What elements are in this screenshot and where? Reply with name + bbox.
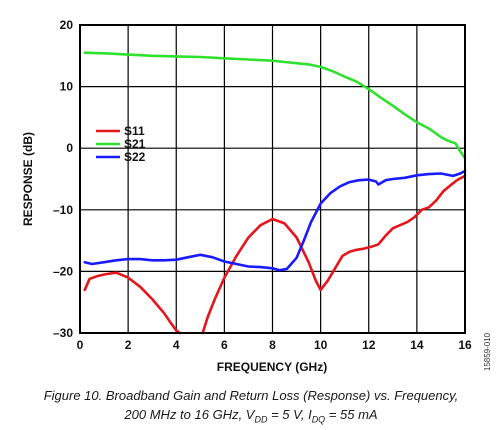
y-tick-label: –30 — [53, 326, 73, 340]
figure-caption-line2: 200 MHz to 16 GHz, VDD = 5 V, IDQ = 55 m… — [0, 405, 502, 430]
x-tick-label: 0 — [77, 338, 84, 352]
x-tick-label: 10 — [314, 338, 328, 352]
y-tick-label: 10 — [60, 80, 74, 94]
figure-caption-line1: Figure 10. Broadband Gain and Return Los… — [43, 388, 459, 403]
x-tick-label: 6 — [221, 338, 228, 352]
legend-label-s21: S21 — [124, 137, 146, 151]
y-axis-label: RESPONSE (dB) — [21, 132, 35, 226]
y-tick-label: 20 — [60, 18, 74, 32]
series-line-s22 — [83, 169, 467, 272]
series-line-s21 — [83, 51, 467, 160]
tick-labels: 0 2 4 6 8 10 12 14 16 –30 –20 –10 0 10 20 — [53, 18, 472, 352]
caption-sub-idq: DQ — [311, 414, 326, 425]
x-tick-label: 4 — [173, 338, 180, 352]
x-axis-label: FREQUENCY (GHz) — [217, 360, 327, 374]
caption-text-b: = 5 V, I — [267, 407, 312, 422]
series-layer — [83, 51, 467, 335]
caption-text-a: 200 MHz to 16 GHz, V — [124, 407, 255, 422]
document-id: 15859-010 — [483, 332, 492, 371]
series-line-s11-segment2 — [201, 174, 467, 335]
legend-label-s11: S11 — [124, 124, 145, 138]
y-tick-label: –10 — [53, 203, 73, 217]
legend-label-s22: S22 — [124, 150, 146, 164]
series-line-s11 — [83, 271, 182, 335]
x-tick-label: 8 — [269, 338, 276, 352]
x-tick-label: 16 — [458, 338, 472, 352]
y-tick-label: –20 — [53, 264, 73, 278]
chart: 0 2 4 6 8 10 12 14 16 –30 –20 –10 0 10 20 FREQUENCY (G… — [21, 18, 492, 374]
caption-sub-vdd: DD — [254, 414, 268, 425]
x-tick-label: 2 — [125, 338, 132, 352]
caption-text-c: = 55 mA — [325, 407, 378, 422]
x-tick-label: 14 — [410, 338, 424, 352]
x-tick-label: 12 — [362, 338, 376, 352]
plot-frame — [79, 24, 466, 334]
y-tick-label: 0 — [66, 141, 73, 155]
